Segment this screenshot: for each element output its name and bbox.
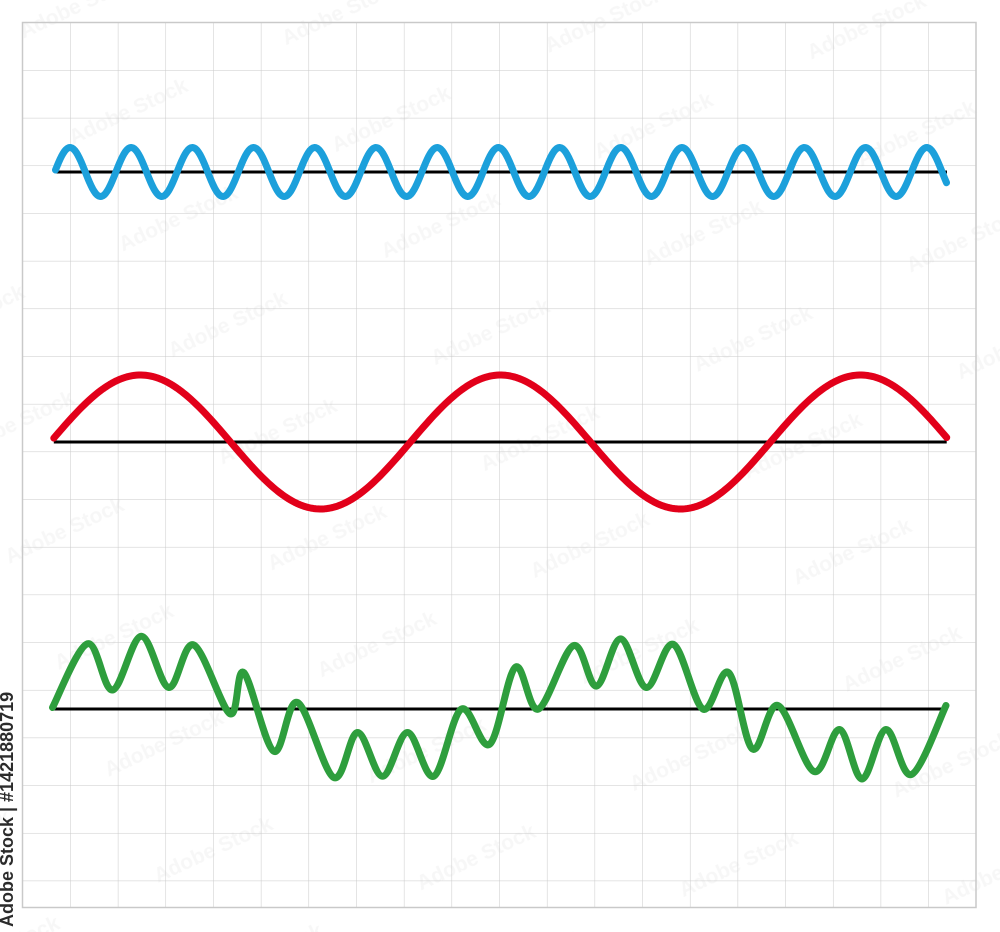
- svg-text:Adobe Stock | #1421880719: Adobe Stock | #1421880719: [0, 692, 17, 927]
